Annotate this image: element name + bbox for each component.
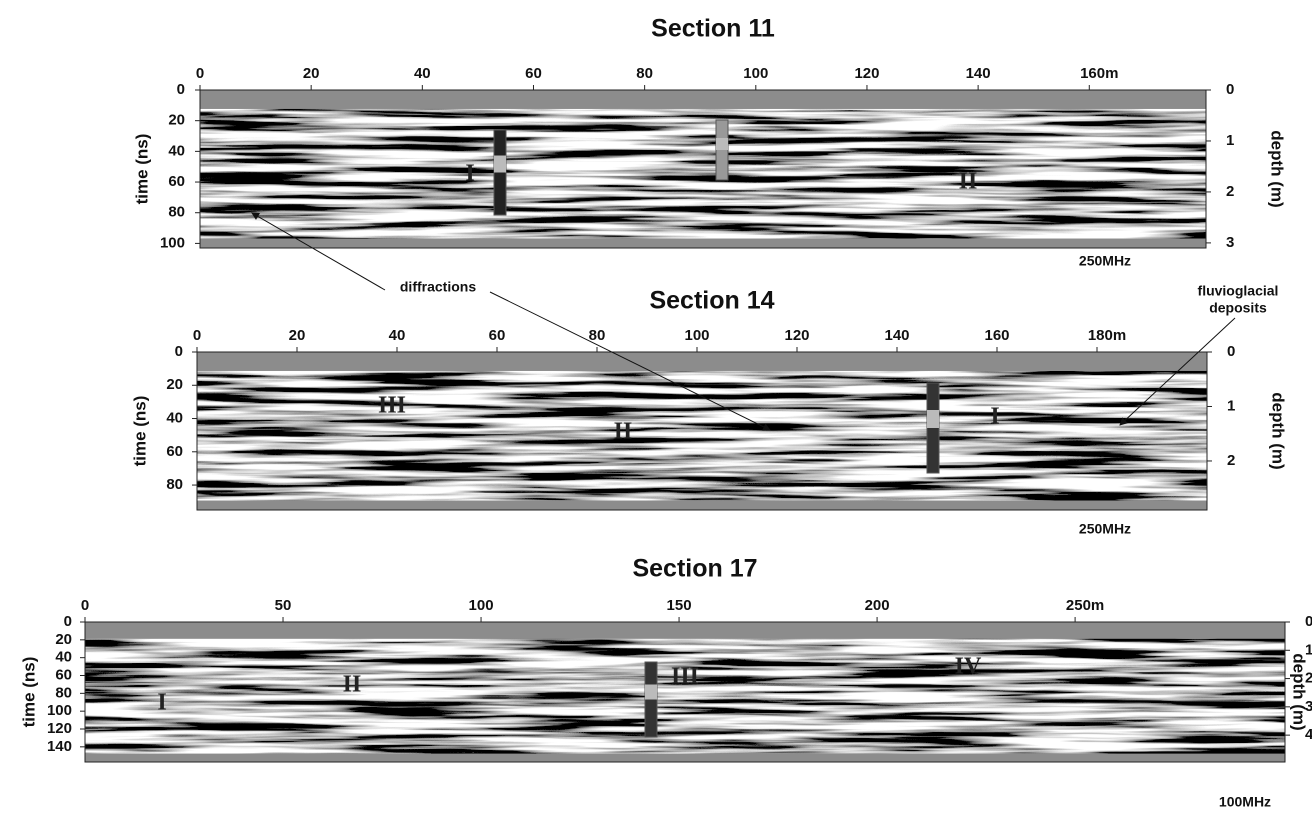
unit-label: III xyxy=(378,393,406,419)
y-tick-label: 60 xyxy=(168,173,185,190)
frequency-label: 250MHz xyxy=(1079,253,1131,269)
x-tick-label: 100 xyxy=(743,65,768,82)
x-tick-label: 0 xyxy=(196,65,204,82)
unit-label: II xyxy=(959,169,978,195)
radargram-image xyxy=(200,90,1206,248)
y-tick-label: 0 xyxy=(177,81,185,98)
unit-label: I xyxy=(465,161,474,187)
y-tick-label: 0 xyxy=(64,613,72,630)
y2-tick-label: 0 xyxy=(1227,343,1235,360)
y-tick-label: 20 xyxy=(55,631,72,648)
x-tick-label: 140 xyxy=(966,65,991,82)
x-tick-label: 80 xyxy=(636,65,653,82)
y-tick-label: 100 xyxy=(47,702,72,719)
x-tick-label: 200 xyxy=(865,597,890,614)
annotation: fluvioglacial xyxy=(1198,283,1279,299)
x-tick-label: 0 xyxy=(81,597,89,614)
section-title: Section 17 xyxy=(632,555,757,583)
figure: Section 11020406080100120140160m02040608… xyxy=(0,0,1312,814)
radargram-image xyxy=(197,352,1207,510)
y2-tick-label: 3 xyxy=(1226,234,1234,251)
section-title: Section 14 xyxy=(649,287,774,315)
annotation: diffractions xyxy=(400,279,476,295)
borehole-layer xyxy=(645,685,657,700)
y-tick-label: 40 xyxy=(166,409,183,426)
borehole-layer xyxy=(494,156,506,173)
x-tick-label: 180m xyxy=(1088,327,1126,344)
air-layer xyxy=(197,352,1207,371)
y2-tick-label: 0 xyxy=(1305,613,1312,630)
y2-tick-label: 2 xyxy=(1227,452,1235,469)
y-tick-label: 20 xyxy=(168,112,185,129)
y-tick-label: 40 xyxy=(168,142,185,159)
x-tick-label: 160m xyxy=(1080,65,1118,82)
borehole-layer xyxy=(927,410,939,428)
x-tick-label: 100 xyxy=(469,597,494,614)
y-axis-label: time (ns) xyxy=(132,134,151,205)
unit-label: IV xyxy=(955,654,982,680)
x-tick-label: 100 xyxy=(684,327,709,344)
y2-axis-label: depth (m) xyxy=(1290,653,1309,730)
unit-label: I xyxy=(157,690,166,716)
frequency-label: 100MHz xyxy=(1219,794,1271,810)
radargram-image xyxy=(85,622,1285,762)
x-tick-label: 60 xyxy=(489,327,506,344)
y2-axis-label: depth (m) xyxy=(1268,130,1287,207)
x-tick-label: 40 xyxy=(389,327,406,344)
y2-tick-label: 2 xyxy=(1226,183,1234,200)
y-tick-label: 80 xyxy=(166,476,183,493)
no-data-zone xyxy=(197,501,1207,510)
y-tick-label: 0 xyxy=(175,343,183,360)
x-tick-label: 150 xyxy=(667,597,692,614)
x-tick-label: 120 xyxy=(784,327,809,344)
y-tick-label: 80 xyxy=(55,684,72,701)
x-tick-label: 20 xyxy=(289,327,306,344)
y-axis-label: time (ns) xyxy=(130,396,149,467)
x-tick-label: 0 xyxy=(193,327,201,344)
annotation: deposits xyxy=(1209,300,1267,316)
x-tick-label: 160 xyxy=(984,327,1009,344)
y-tick-label: 120 xyxy=(47,720,72,737)
x-tick-label: 40 xyxy=(414,65,431,82)
air-layer xyxy=(85,622,1285,639)
y2-tick-label: 1 xyxy=(1226,132,1234,149)
y-tick-label: 140 xyxy=(47,738,72,755)
y-tick-label: 100 xyxy=(160,234,185,251)
borehole-layer xyxy=(716,138,728,150)
y-tick-label: 60 xyxy=(166,443,183,460)
x-tick-label: 140 xyxy=(884,327,909,344)
unit-label: II xyxy=(343,672,362,698)
x-tick-label: 50 xyxy=(275,597,292,614)
frequency-label: 250MHz xyxy=(1079,521,1131,537)
x-tick-label: 120 xyxy=(854,65,879,82)
unit-label: II xyxy=(614,419,633,445)
no-data-zone xyxy=(85,754,1285,762)
y2-tick-label: 0 xyxy=(1226,81,1234,98)
y-tick-label: 80 xyxy=(168,204,185,221)
y-tick-label: 60 xyxy=(55,666,72,683)
y2-tick-label: 1 xyxy=(1227,397,1235,414)
unit-label: III xyxy=(671,664,699,690)
x-tick-label: 60 xyxy=(525,65,542,82)
section-title: Section 11 xyxy=(651,15,775,43)
y-axis-label: time (ns) xyxy=(19,657,38,728)
y2-axis-label: depth (m) xyxy=(1269,392,1288,469)
unit-label: I xyxy=(990,404,999,430)
x-tick-label: 20 xyxy=(303,65,320,82)
y-tick-label: 40 xyxy=(55,649,72,666)
air-layer xyxy=(200,90,1206,109)
x-tick-label: 250m xyxy=(1066,597,1104,614)
y-tick-label: 20 xyxy=(166,376,183,393)
no-data-zone xyxy=(200,239,1206,248)
